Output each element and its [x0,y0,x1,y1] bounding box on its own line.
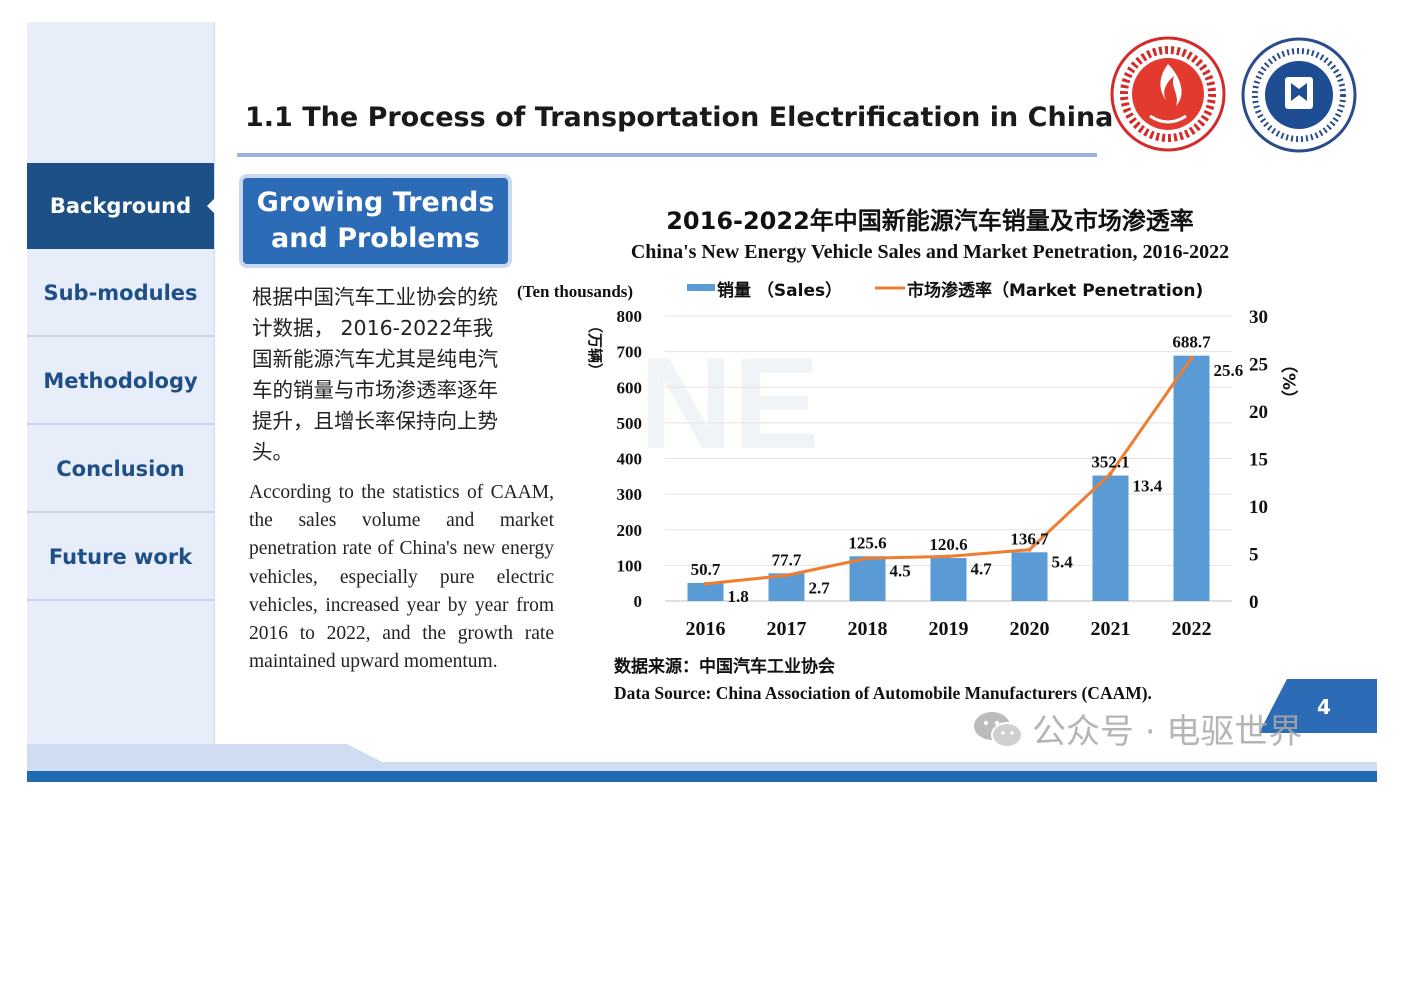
sales-value-label: 125.6 [848,533,886,552]
sidebar-item-sub-modules[interactable]: Sub-modules [27,251,214,337]
legend-sales-label: 销量 （Sales） [717,280,842,301]
sidebar-item-label: Sub-modules [43,281,198,305]
x-axis-tick-label: 2021 [1091,618,1131,640]
sales-bar [1173,355,1210,601]
section-heading-line2: and Problems [271,223,480,254]
chart-title: 2016-2022年中国新能源汽车销量及市场渗透率 [666,207,1194,235]
sales-value-label: 352.1 [1091,453,1129,472]
left-axis-tick-label: 0 [634,592,643,611]
penetration-value-label: 13.4 [1133,477,1163,496]
x-axis-tick-label: 2018 [848,618,888,640]
penetration-value-label: 4.5 [890,561,911,580]
x-axis-tick-label: 2017 [767,618,807,640]
sidebar-item-label: Conclusion [56,457,185,481]
penetration-point [1189,355,1194,360]
left-axis-tick-label: 100 [617,556,643,575]
left-axis-tick-label: 400 [617,450,643,469]
sales-bar [687,582,724,601]
sales-value-label: 136.7 [1010,529,1049,548]
penetration-value-label: 5.4 [1052,553,1074,572]
sidebar-item-background[interactable]: Background [27,163,215,249]
penetration-value-label: 1.8 [728,587,749,606]
chart-watermark-ne: NE [639,330,820,476]
penetration-value-label: 25.6 [1214,361,1244,380]
penetration-value-label: 2.7 [809,578,831,597]
university-seal-logo [1110,36,1226,152]
source-cn: 数据来源：中国汽车工业协会 [614,656,835,677]
right-axis-tick-label: 10 [1249,497,1268,518]
penetration-point [703,581,708,586]
right-axis-tick-label: 25 [1249,355,1268,376]
section-heading-line1: Growing Trends [256,187,495,218]
page-number-tab [1259,679,1377,733]
left-axis-tick-label: 700 [617,343,643,362]
sales-penetration-chart: NE 2016-2022年中国新能源汽车销量及市场渗透率 China's New… [517,207,1299,703]
page-title: 1.1 The Process of Transportation Electr… [245,102,1114,133]
sales-bar [1011,552,1048,601]
right-axis-unit-text: （%） [1278,356,1299,407]
sales-bar [1092,475,1129,601]
sales-value-label: 688.7 [1172,333,1211,352]
x-axis-tick-label: 2016 [686,618,726,640]
chart-subtitle: China's New Energy Vehicle Sales and Mar… [631,241,1229,263]
school-seal-logo [1241,37,1357,153]
section-heading-box: Growing Trends and Problems [239,174,512,268]
x-axis-tick-label: 2019 [929,618,969,640]
left-axis-tick-label: 300 [617,485,643,504]
page-number: 4 [1317,695,1331,719]
left-axis-tick-label: 800 [617,307,643,326]
sidebar-item-label: Future work [48,545,193,569]
sales-bar [849,556,886,601]
left-axis-unit: (Ten thousands) [517,282,633,301]
penetration-point [784,573,789,578]
wechat-icon [974,711,1023,748]
penetration-point [865,556,870,561]
right-axis-tick-label: 20 [1249,402,1268,423]
right-axis-unit: （%） [1278,356,1299,407]
left-axis-unit-cn: （万辆） [586,318,604,378]
right-axis-tick-label: 15 [1249,450,1268,471]
sidebar-item-label: Methodology [43,369,198,393]
x-axis-tick-label: 2022 [1172,618,1212,640]
legend: 销量 （Sales） 市场渗透率（Market Penetration) [687,280,1203,301]
english-paragraph: According to the statistics of CAAM, the… [249,482,554,673]
sidebar-item-label: Background [49,194,192,218]
sidebar: Background Sub-modules Methodology Concl… [27,22,215,747]
legend-sales-swatch [687,284,715,291]
legend-penetration-label: 市场渗透率（Market Penetration) [907,280,1203,301]
watermark-text: 公众号 · 电驱世界 [1032,712,1303,752]
right-axis-tick-label: 0 [1249,592,1259,613]
penetration-value-label: 4.7 [971,559,993,578]
right-axis-tick-label: 5 [1249,545,1259,566]
x-axis-tick-label: 2020 [1010,618,1050,640]
sales-value-label: 50.7 [691,560,721,579]
sidebar-item-methodology[interactable]: Methodology [27,339,214,425]
chinese-paragraph: 根据中国汽车工业协会的统计数据， 2016-2022年我国新能源汽车尤其是纯电汽… [252,285,498,464]
sales-bar [930,558,967,601]
left-axis-tick-label: 600 [617,378,643,397]
left-axis-tick-label: 200 [617,521,643,540]
svg-text:NE: NE [639,330,820,476]
sales-value-label: 120.6 [929,535,967,554]
left-axis-tick-label: 500 [617,414,643,433]
right-axis-tick-label: 30 [1249,307,1268,328]
bottom-decoration-band [27,744,1377,782]
left-axis-unit-cn-text: （万辆） [586,318,604,378]
title-underline [237,153,1097,157]
sales-value-label: 77.7 [772,550,802,569]
penetration-point [1108,471,1113,476]
sidebar-item-future-work[interactable]: Future work [27,515,214,601]
active-caret-icon [207,198,215,214]
slide: Background Sub-modules Methodology Concl… [27,22,1377,782]
sidebar-item-conclusion[interactable]: Conclusion [27,427,214,513]
source-en: Data Source: China Association of Automo… [614,683,1152,703]
penetration-point [946,554,951,559]
wechat-watermark: 公众号 · 电驱世界 [972,704,1302,753]
penetration-point [1027,547,1032,552]
